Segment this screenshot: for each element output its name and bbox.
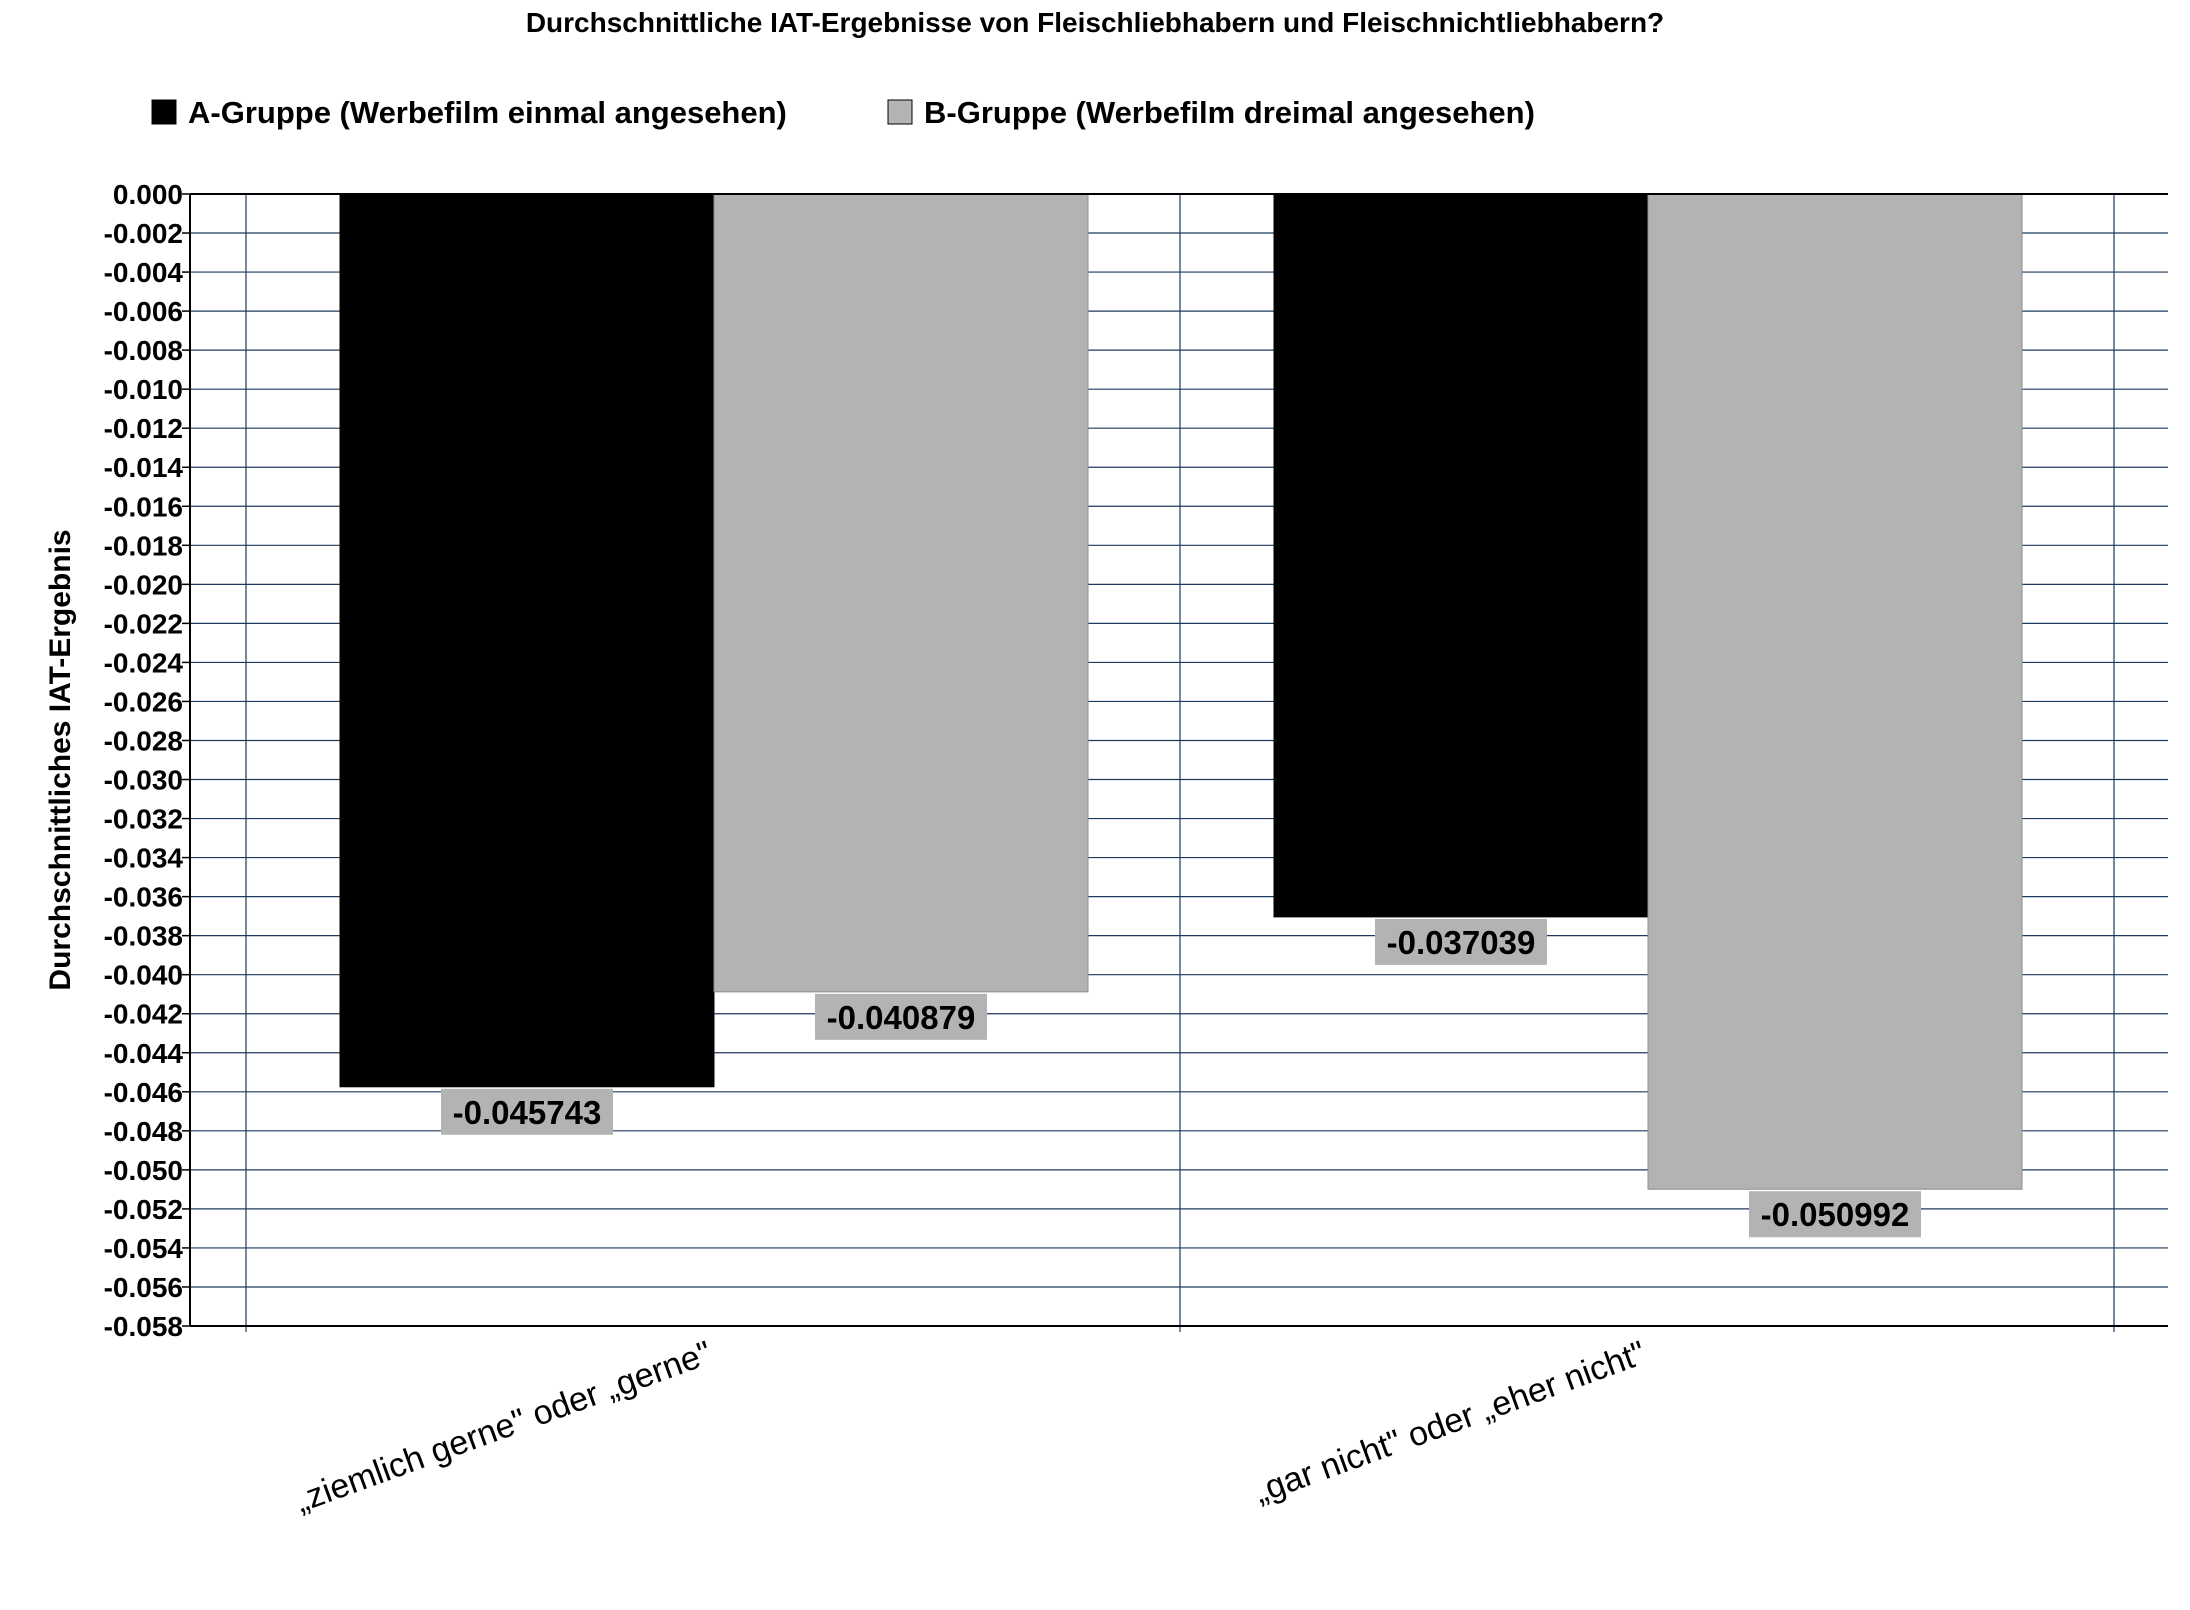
- y-tick-label: -0.054: [104, 1233, 184, 1264]
- y-tick-label: 0.000: [113, 179, 183, 210]
- y-tick-label: -0.036: [104, 882, 183, 913]
- y-tick-label: -0.042: [104, 999, 183, 1030]
- axes: [189, 193, 2168, 1327]
- y-tick-label: -0.018: [104, 530, 183, 561]
- category-label-1: „ziemlich gerne" oder „gerne": [290, 1334, 716, 1520]
- y-tick-label: -0.038: [104, 921, 183, 952]
- bar-a-1: [339, 193, 715, 1088]
- y-tick-label: -0.012: [104, 413, 183, 444]
- y-tick-label: -0.052: [104, 1194, 183, 1225]
- data-label: -0.037039: [1387, 924, 1536, 961]
- data-label: -0.045743: [453, 1094, 602, 1131]
- bar-a-2: [1273, 193, 1649, 918]
- data-label-bg: [441, 1088, 613, 1135]
- data-label-bg: [1375, 918, 1547, 965]
- data-label-bg: [1749, 1191, 1921, 1238]
- y-tick-label: -0.002: [104, 218, 183, 249]
- y-tick-label: -0.040: [104, 960, 183, 991]
- y-tick-label: -0.044: [104, 1038, 184, 1069]
- y-axis-label: Durchschnittliches IAT-Ergebnis: [44, 529, 77, 990]
- bar-b-2: [1647, 193, 2023, 1190]
- y-tick-label: -0.028: [104, 725, 183, 756]
- category-labels: „ziemlich gerne" oder „gerne" „gar nicht"…: [290, 1334, 1650, 1520]
- legend-swatch-b: [887, 99, 913, 125]
- data-label: -0.040879: [827, 999, 976, 1036]
- y-tick-label: -0.016: [104, 491, 183, 522]
- y-tick-label: -0.050: [104, 1155, 183, 1186]
- y-tick-label: -0.006: [104, 296, 183, 327]
- y-tick-label: -0.024: [104, 647, 184, 678]
- bars: [339, 193, 2023, 1190]
- y-tick-label: -0.010: [104, 374, 183, 405]
- y-tick-label: -0.034: [104, 843, 184, 874]
- chart-title: Durchschnittliche IAT-Ergebnisse von Fle…: [526, 7, 1664, 38]
- y-tick-label: -0.058: [104, 1311, 183, 1342]
- bar-b-1: [713, 193, 1089, 993]
- data-labels: -0.045743 -0.040879 -0.037039 -0.050992: [441, 918, 1921, 1238]
- y-tick-labels: 0.000 -0.002 -0.004 -0.006 -0.008 -0.010 -0.01…: [104, 179, 184, 1342]
- y-tick-label: -0.056: [104, 1272, 183, 1303]
- legend-swatch-a: [151, 99, 177, 125]
- y-tick-label: -0.030: [104, 765, 183, 796]
- data-label-bg: [815, 993, 987, 1040]
- legend-label-a: A-Gruppe (Werbefilm einmal angesehen): [188, 95, 787, 130]
- data-label: -0.050992: [1761, 1196, 1910, 1233]
- y-tick-label: -0.022: [104, 608, 183, 639]
- y-tick-label: -0.004: [104, 257, 184, 288]
- y-tick-label: -0.008: [104, 335, 183, 366]
- legend: A-Gruppe (Werbefilm einmal angesehen) B-…: [151, 95, 1535, 130]
- y-tick-label: -0.020: [104, 569, 183, 600]
- y-tick-label: -0.026: [104, 686, 183, 717]
- category-label-2: „gar nicht" oder „eher nicht": [1249, 1334, 1651, 1511]
- legend-label-b: B-Gruppe (Werbefilm dreimal angesehen): [924, 95, 1535, 130]
- y-tick-label: -0.014: [104, 452, 184, 483]
- y-tick-label: -0.032: [104, 804, 183, 835]
- y-tick-label: -0.048: [104, 1116, 183, 1147]
- y-tick-label: -0.046: [104, 1077, 183, 1108]
